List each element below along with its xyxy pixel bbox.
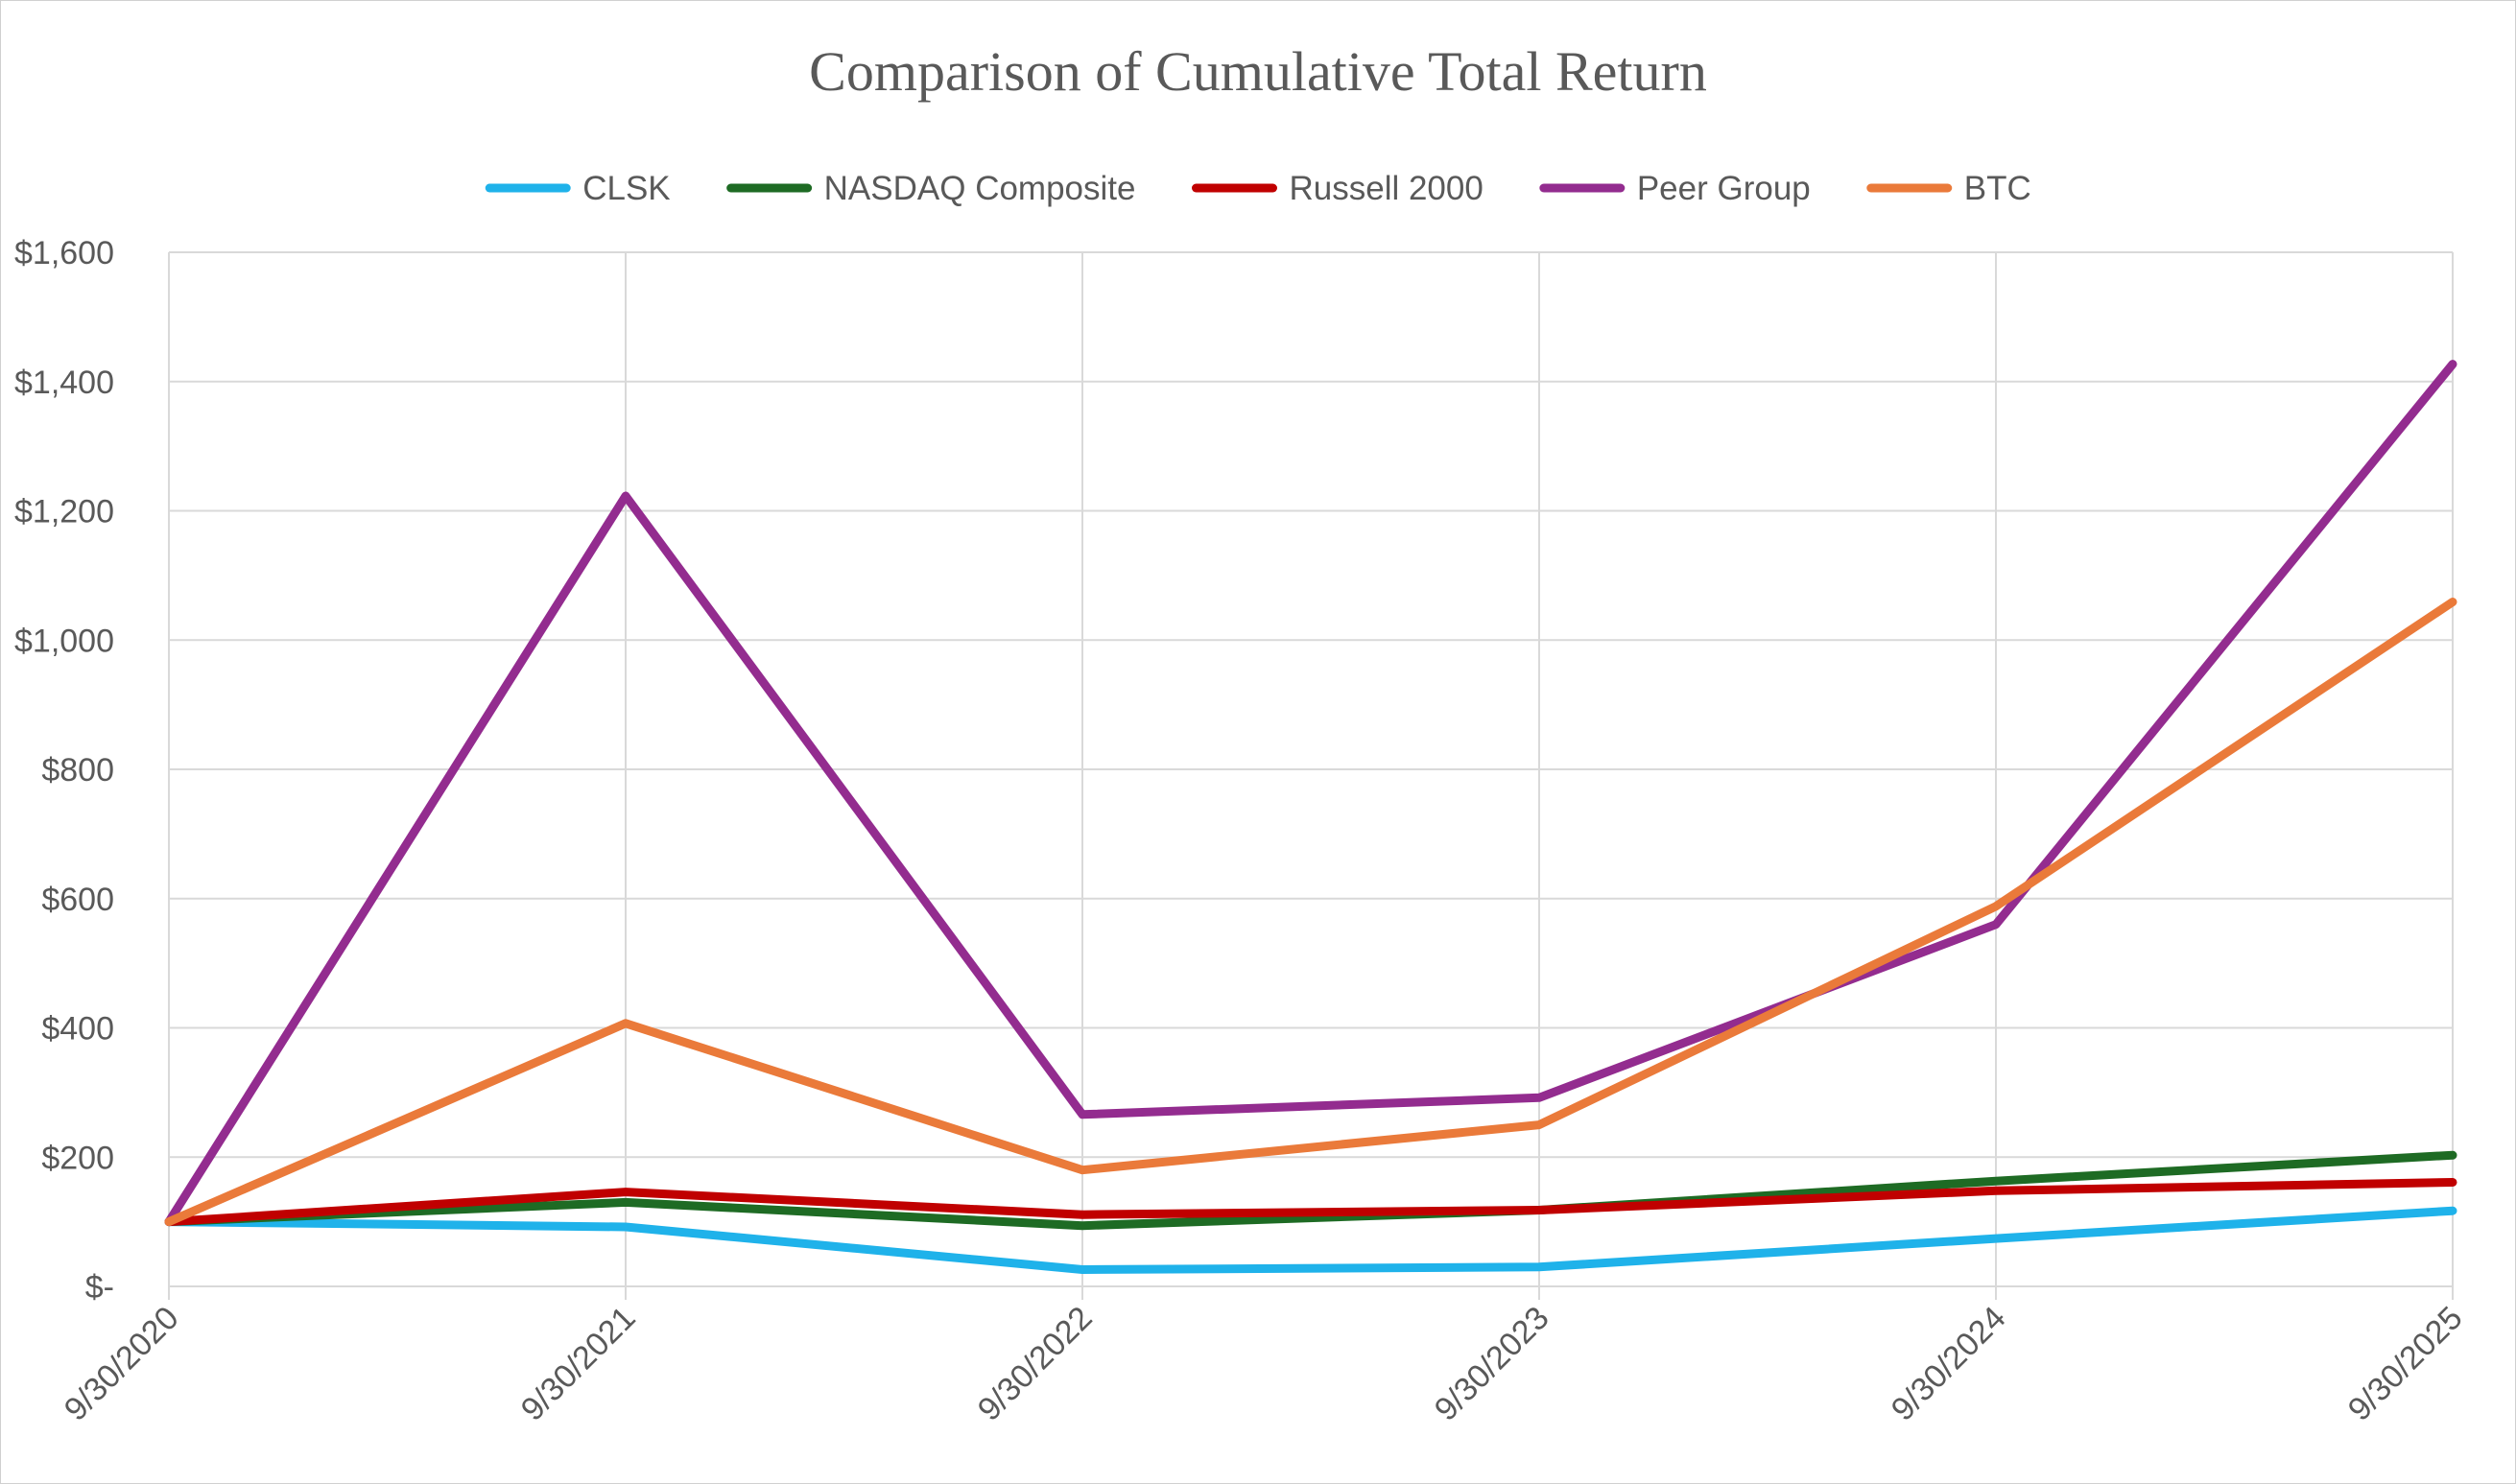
legend-label-clsk: CLSK [582,170,670,207]
y-tick-label: $200 [41,1140,114,1176]
y-tick-label: $1,200 [14,494,114,530]
y-tick-label: $1,000 [14,623,114,659]
y-tick-label: $1,600 [14,235,114,271]
series-line-peer-group [164,360,2457,1227]
series-line-btc [164,598,2457,1227]
legend-label-peer-group: Peer Group [1637,170,1811,207]
legend: CLSK NASDAQ Composite Russell 2000 Peer Gro… [485,170,2031,207]
series-line-russell-2000 [164,1178,2457,1227]
y-tick-label: $400 [41,1011,114,1048]
x-axis: 9/30/2020 9/30/2021 9/30/2022 9/30/2023 9/30… [58,1300,2470,1428]
y-axis: $- $200 $400 $600 $800 $1,000 $1,200 $1,400 $1,6… [14,235,114,1306]
y-tick-label: $1,400 [14,365,114,401]
y-tick-label: $800 [41,752,114,789]
y-tick-label: $600 [41,882,114,918]
x-tick-label: 9/30/2023 [1428,1300,1556,1428]
series-lines [164,360,2457,1274]
x-tick-label: 9/30/2021 [514,1300,643,1428]
x-tick-label: 9/30/2022 [971,1300,1100,1428]
chart-title: Comparison of Cumulative Total Return [809,40,1707,103]
x-tick-label: 9/30/2025 [2341,1300,2470,1428]
y-tick-label: $- [85,1269,114,1306]
x-tick-label: 9/30/2024 [1885,1300,2013,1428]
legend-label-btc: BTC [1964,170,2031,207]
gridlines [168,251,2454,1300]
series-line-clsk [164,1206,2457,1274]
x-tick-label: 9/30/2020 [58,1300,186,1428]
legend-label-russell-2000: Russell 2000 [1289,170,1483,207]
legend-label-nasdaq-composite: NASDAQ Composite [824,170,1136,207]
series-line-nasdaq-composite [164,1150,2457,1231]
